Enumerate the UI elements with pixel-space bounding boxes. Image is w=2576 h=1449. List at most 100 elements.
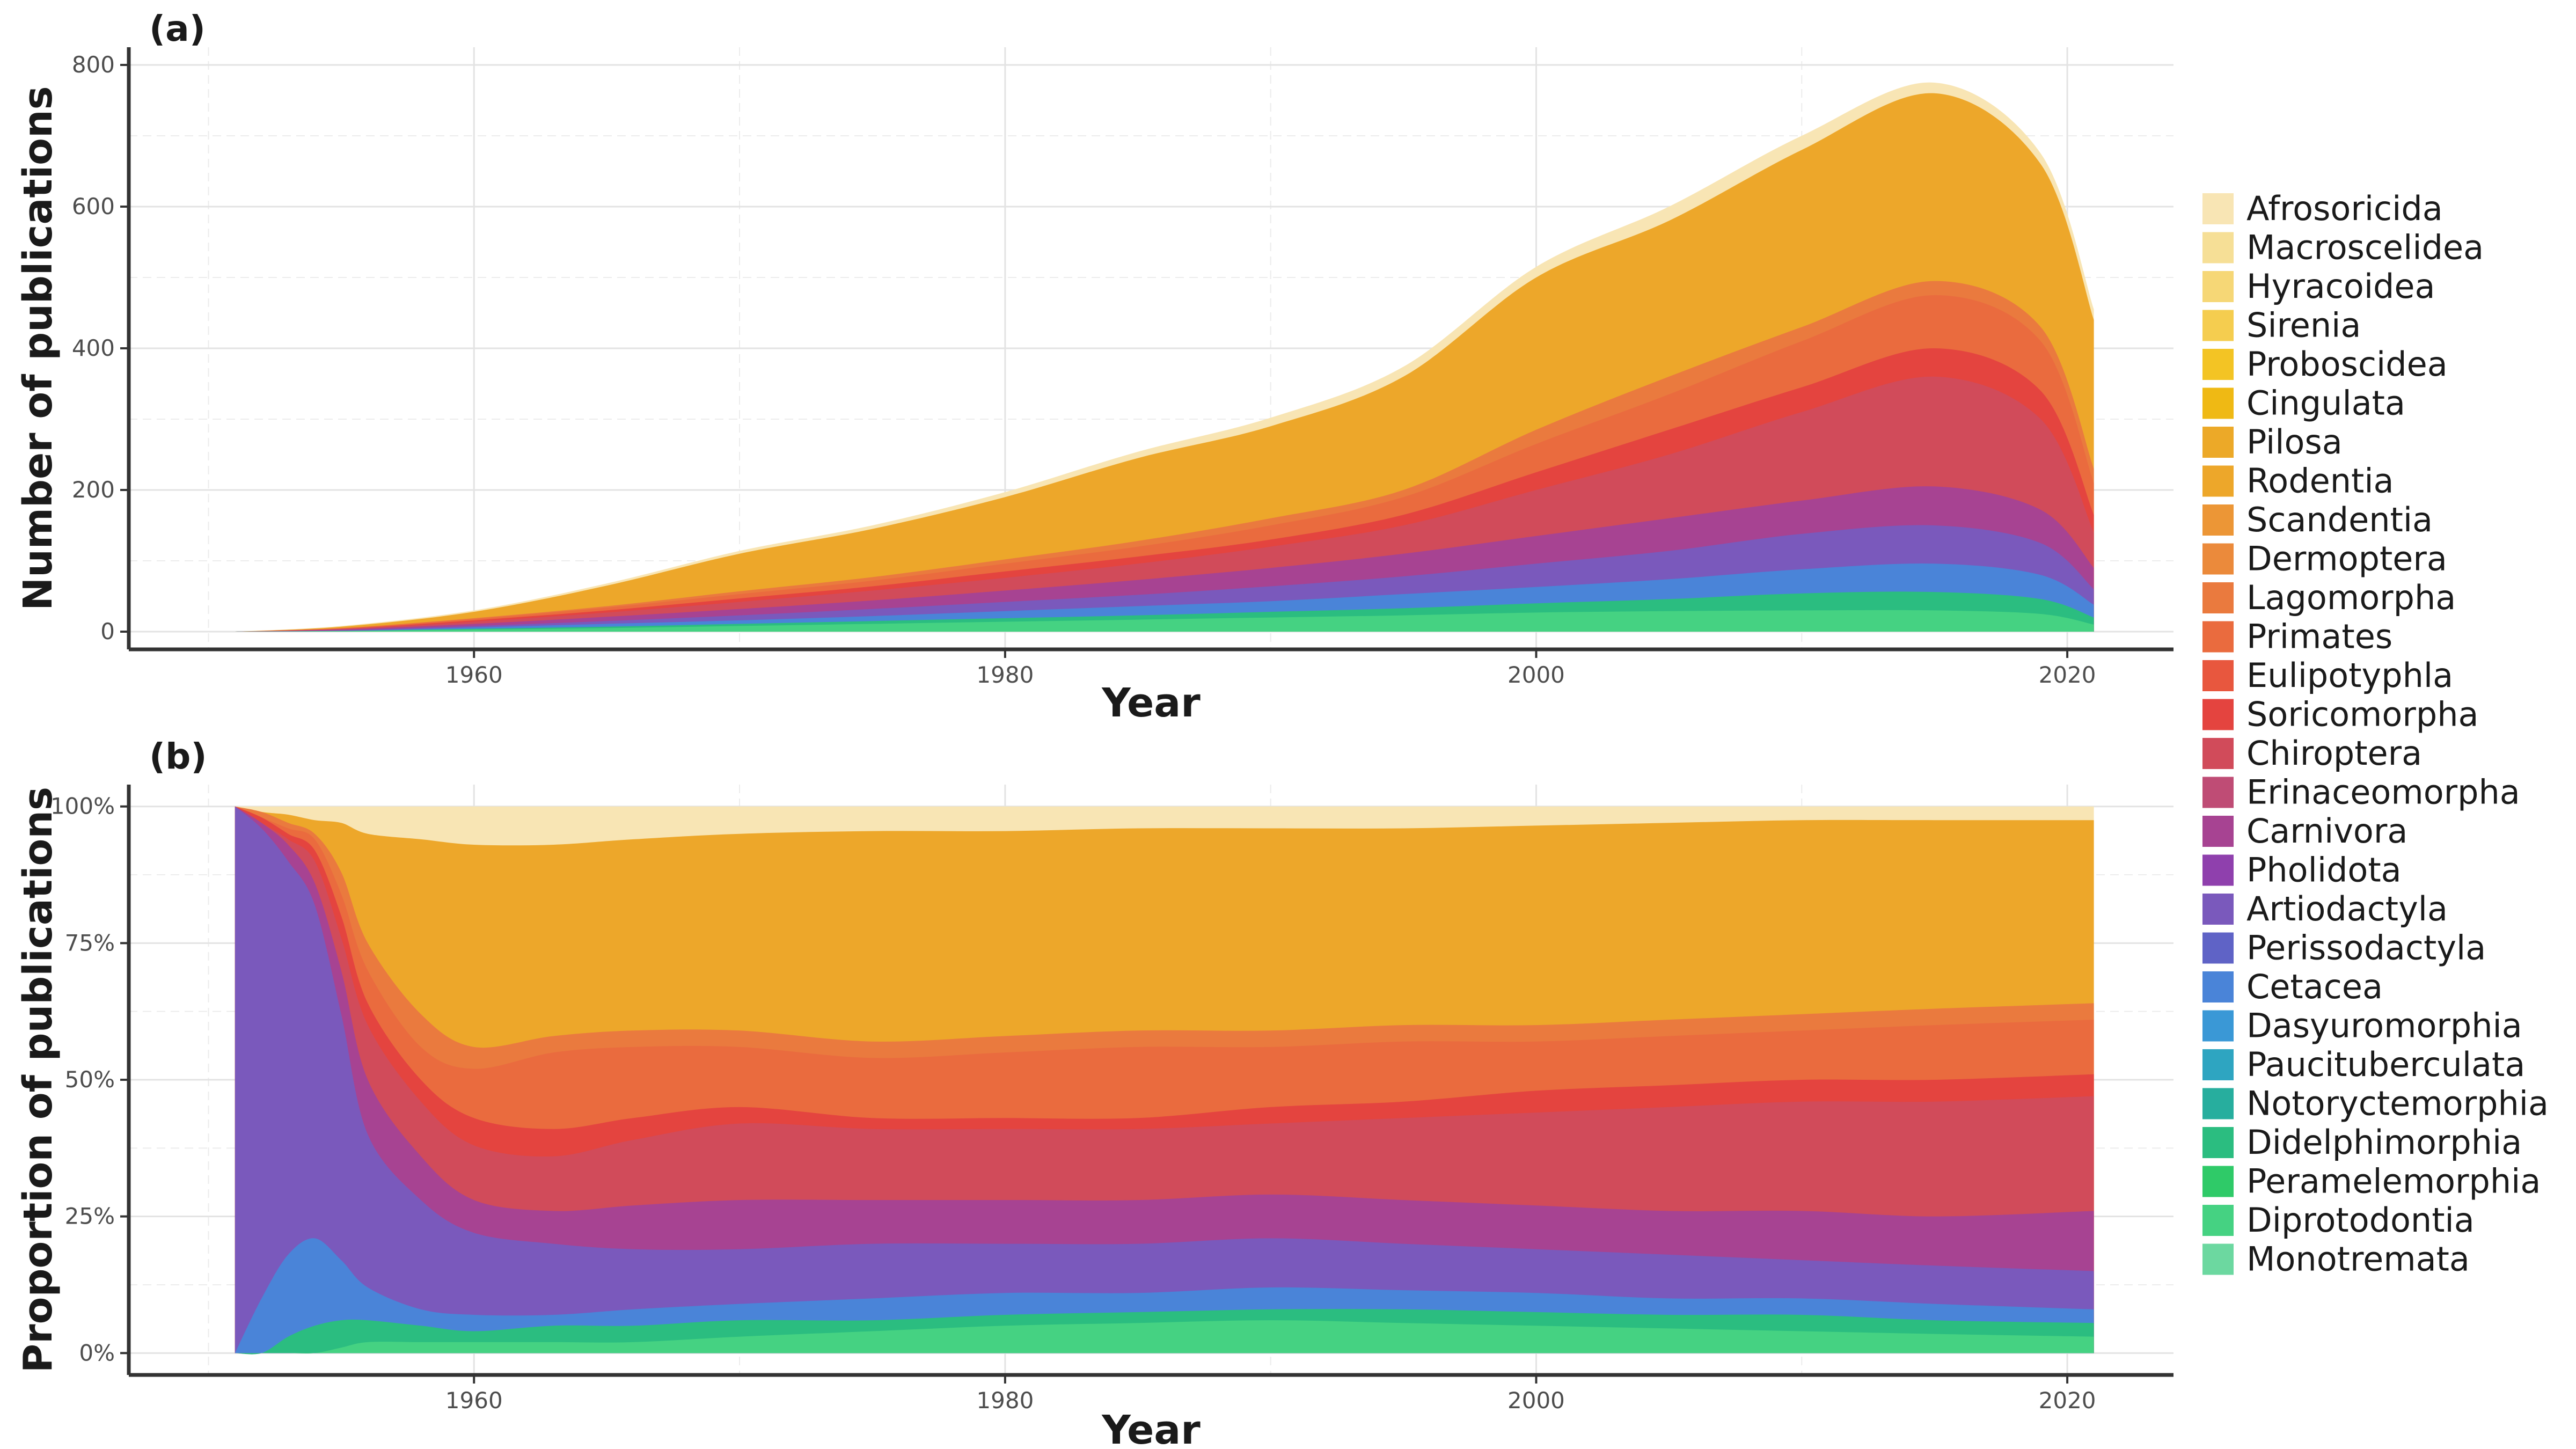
legend-item-lagomorpha: Lagomorpha <box>2202 578 2456 617</box>
y-tick-label: 50% <box>65 1066 115 1093</box>
y-tick-label: 600 <box>72 193 115 219</box>
legend-item-eulipotyphla: Eulipotyphla <box>2202 656 2453 695</box>
legend-label: Hyracoidea <box>2246 267 2435 306</box>
legend-item-scandentia: Scandentia <box>2202 500 2433 539</box>
stacked-areas <box>235 806 2094 1355</box>
legend-item-hyracoidea: Hyracoidea <box>2202 267 2435 306</box>
x-axis-title: Year <box>1101 680 1201 726</box>
legend-label: Scandentia <box>2246 500 2433 539</box>
legend-swatch <box>2202 738 2234 769</box>
legend-label: Didelphimorphia <box>2246 1123 2522 1162</box>
legend-item-notoryctemorphia: Notoryctemorphia <box>2202 1084 2549 1123</box>
y-tick-label: 0 <box>100 618 115 645</box>
x-tick-label: 1960 <box>445 662 503 688</box>
x-tick-label: 2020 <box>2039 1387 2096 1414</box>
y-tick-label: 200 <box>72 477 115 503</box>
legend-swatch <box>2202 699 2234 730</box>
legend-swatch <box>2202 1049 2234 1080</box>
legend-label: Diprotodontia <box>2246 1201 2475 1240</box>
area-carnivora <box>235 806 2094 1353</box>
panel-a-number-of-publications: 1960 1980 2000 2020 0 200 400 600 800 (a) Year Numb… <box>15 8 2174 726</box>
legend-item-erinaceomorpha: Erinaceomorpha <box>2202 773 2520 812</box>
legend-swatch <box>2202 504 2234 536</box>
legend-item-sirenia: Sirenia <box>2202 306 2361 345</box>
y-tick-label: 75% <box>65 930 115 956</box>
legend-label: Dermoptera <box>2246 539 2447 579</box>
legend-label: Erinaceomorpha <box>2246 773 2520 812</box>
legend-label: Chiroptera <box>2246 734 2422 773</box>
legend-swatch <box>2202 1088 2234 1119</box>
legend-label: Macroscelidea <box>2246 228 2484 267</box>
legend-swatch <box>2202 465 2234 497</box>
panel-label: (a) <box>149 8 206 49</box>
y-axis-title: Number of publications <box>15 86 61 610</box>
legend-label: Rodentia <box>2246 462 2394 501</box>
stacked-areas <box>235 82 2094 632</box>
legend-swatch <box>2202 387 2234 419</box>
legend-item-afrosoricida: Afrosoricida <box>2202 189 2443 228</box>
area-artiodactyla <box>235 806 2094 1353</box>
legend-item-didelphimorphia: Didelphimorphia <box>2202 1123 2522 1162</box>
legend-swatch <box>2202 543 2234 575</box>
x-tick-label: 2000 <box>1507 1387 1565 1414</box>
legend-swatch <box>2202 1010 2234 1042</box>
legend-swatch <box>2202 621 2234 653</box>
legend-swatch <box>2202 582 2234 613</box>
legend-label: Monotremata <box>2246 1240 2470 1279</box>
legend-label: Lagomorpha <box>2246 578 2456 617</box>
legend-swatch <box>2202 777 2234 808</box>
legend-label: Pilosa <box>2246 422 2343 462</box>
legend-label: Eulipotyphla <box>2246 656 2453 695</box>
legend-label: Primates <box>2246 617 2392 656</box>
panel-b-proportion-of-publications: 1960 1980 2000 2020 0% 25% 50% 75% 100% (b) Year Pr… <box>15 736 2174 1449</box>
legend-swatch <box>2202 1127 2234 1158</box>
legend-swatch <box>2202 1205 2234 1236</box>
legend-item-artiodactyla: Artiodactyla <box>2202 889 2448 928</box>
legend-label: Notoryctemorphia <box>2246 1084 2549 1123</box>
legend-swatch <box>2202 271 2234 302</box>
legend-item-primates: Primates <box>2202 617 2392 656</box>
legend-label: Artiodactyla <box>2246 889 2448 928</box>
y-tick-label: 400 <box>72 335 115 361</box>
legend-label: Dasyuromorphia <box>2246 1006 2522 1045</box>
legend-item-peramelemorphia: Peramelemorphia <box>2202 1162 2541 1201</box>
legend-swatch <box>2202 894 2234 925</box>
legend-label: Paucituberculata <box>2246 1045 2525 1084</box>
legend-swatch <box>2202 427 2234 458</box>
legend-label: Sirenia <box>2246 306 2361 345</box>
panel-label: (b) <box>149 736 207 777</box>
legend-item-paucituberculata: Paucituberculata <box>2202 1045 2525 1084</box>
legend-label: Perissodactyla <box>2246 928 2486 968</box>
legend-swatch <box>2202 1166 2234 1197</box>
legend-item-carnivora: Carnivora <box>2202 811 2407 851</box>
legend-item-diprotodontia: Diprotodontia <box>2202 1201 2475 1240</box>
legend-item-chiroptera: Chiroptera <box>2202 734 2422 773</box>
legend-swatch <box>2202 349 2234 380</box>
legend-item-rodentia: Rodentia <box>2202 462 2394 501</box>
y-tick-label: 25% <box>65 1203 115 1230</box>
legend-label: Cingulata <box>2246 384 2405 423</box>
legend-item-dermoptera: Dermoptera <box>2202 539 2447 579</box>
y-tick-label: 0% <box>79 1340 115 1366</box>
legend-item-monotremata: Monotremata <box>2202 1240 2470 1279</box>
y-axis-title: Proportion of publications <box>15 787 61 1373</box>
area-diprotodontia <box>235 610 2094 632</box>
legend-swatch <box>2202 310 2234 341</box>
legend-label: Pholidota <box>2246 851 2402 890</box>
legend-swatch <box>2202 816 2234 847</box>
legend-swatch <box>2202 232 2234 264</box>
legend: AfrosoricidaMacroscelideaHyracoideaSiren… <box>2202 189 2549 1279</box>
legend-item-macroscelidea: Macroscelidea <box>2202 228 2484 267</box>
legend-item-perissodactyla: Perissodactyla <box>2202 928 2486 968</box>
legend-label: Peramelemorphia <box>2246 1162 2541 1201</box>
x-tick-label: 2020 <box>2039 662 2096 688</box>
legend-swatch <box>2202 971 2234 1002</box>
legend-label: Soricomorpha <box>2246 695 2479 734</box>
x-axis-title: Year <box>1101 1407 1201 1449</box>
x-tick-label: 2000 <box>1507 662 1565 688</box>
legend-swatch <box>2202 660 2234 691</box>
legend-swatch <box>2202 193 2234 224</box>
legend-swatch <box>2202 1243 2234 1275</box>
legend-swatch <box>2202 932 2234 964</box>
